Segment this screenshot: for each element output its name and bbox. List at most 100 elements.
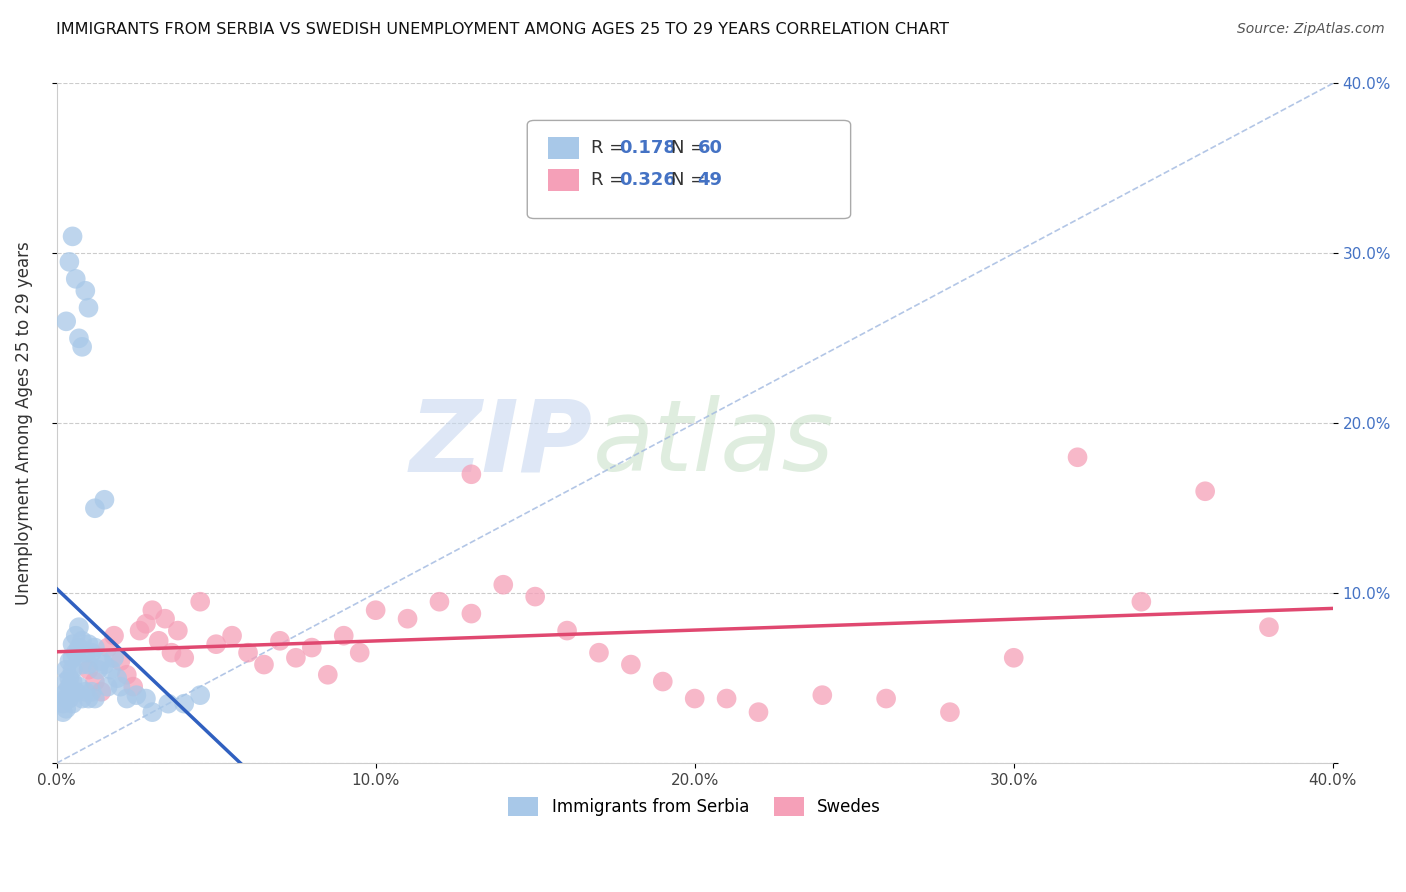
Point: [58, 255, 80, 269]
Point: [135, 616, 157, 631]
Point: [58, 654, 80, 668]
Point: [75, 284, 97, 298]
Point: [588, 646, 610, 660]
Point: [55, 702, 77, 716]
Point: [67, 620, 90, 634]
Text: atlas: atlas: [592, 395, 834, 492]
Point: [160, 646, 183, 660]
Point: [716, 691, 738, 706]
Point: [55, 674, 77, 689]
Point: [70, 633, 93, 648]
Point: [205, 637, 228, 651]
Text: Source: ZipAtlas.com: Source: ZipAtlas.com: [1237, 22, 1385, 37]
Point: [65, 685, 87, 699]
Point: [236, 646, 259, 660]
Point: [62, 229, 84, 244]
Point: [349, 646, 371, 660]
Point: [460, 467, 482, 482]
Point: [221, 629, 243, 643]
Point: [110, 654, 132, 668]
Point: [62, 650, 84, 665]
Point: [103, 650, 125, 665]
Point: [87, 663, 110, 677]
Point: [110, 680, 132, 694]
Point: [141, 705, 163, 719]
Point: [83, 501, 105, 516]
Point: [62, 663, 84, 677]
Point: [90, 685, 112, 699]
Point: [97, 680, 120, 694]
Point: [67, 640, 90, 655]
Point: [75, 646, 97, 660]
Point: [77, 637, 100, 651]
Point: [460, 607, 482, 621]
Point: [620, 657, 643, 672]
Point: [1002, 650, 1025, 665]
Point: [67, 331, 90, 345]
Point: [65, 272, 87, 286]
Text: 60: 60: [697, 139, 723, 157]
Point: [332, 629, 354, 643]
Y-axis label: Unemployment Among Ages 25 to 29 years: Unemployment Among Ages 25 to 29 years: [15, 242, 32, 605]
Point: [148, 633, 170, 648]
Point: [875, 691, 897, 706]
Point: [188, 688, 211, 702]
Text: IMMIGRANTS FROM SERBIA VS SWEDISH UNEMPLOYMENT AMONG AGES 25 TO 29 YEARS CORRELA: IMMIGRANTS FROM SERBIA VS SWEDISH UNEMPL…: [56, 22, 949, 37]
Point: [115, 691, 138, 706]
Text: 0.178: 0.178: [619, 139, 676, 157]
Point: [153, 612, 176, 626]
Text: ZIP: ZIP: [409, 395, 592, 492]
Point: [253, 657, 276, 672]
Point: [939, 705, 962, 719]
Point: [93, 492, 115, 507]
Point: [316, 667, 339, 681]
Text: N =: N =: [671, 139, 710, 157]
Point: [77, 301, 100, 315]
Point: [58, 680, 80, 694]
Point: [364, 603, 387, 617]
Point: [70, 657, 93, 672]
Point: [93, 657, 115, 672]
Point: [67, 680, 90, 694]
Point: [166, 624, 188, 638]
Point: [103, 629, 125, 643]
Point: [52, 697, 75, 711]
Point: [492, 578, 515, 592]
Point: [157, 697, 180, 711]
Point: [1066, 450, 1088, 465]
Point: [125, 688, 148, 702]
Point: [80, 646, 103, 660]
Point: [62, 697, 84, 711]
Point: [83, 691, 105, 706]
Point: [55, 663, 77, 677]
Point: [555, 624, 578, 638]
Point: [58, 691, 80, 706]
Point: [173, 650, 195, 665]
Point: [70, 340, 93, 354]
Point: [65, 629, 87, 643]
Point: [58, 671, 80, 685]
Point: [83, 674, 105, 689]
Point: [284, 650, 307, 665]
Point: [651, 674, 673, 689]
Point: [77, 691, 100, 706]
Point: [62, 637, 84, 651]
Text: N =: N =: [671, 171, 710, 189]
Point: [90, 654, 112, 668]
Point: [811, 688, 834, 702]
Point: [100, 663, 122, 677]
Point: [70, 691, 93, 706]
Point: [301, 640, 323, 655]
Point: [97, 640, 120, 655]
Point: [52, 688, 75, 702]
Point: [188, 595, 211, 609]
Point: [429, 595, 451, 609]
Point: [52, 705, 75, 719]
Point: [396, 612, 419, 626]
Point: [77, 663, 100, 677]
Point: [62, 674, 84, 689]
Point: [747, 705, 769, 719]
Point: [524, 590, 547, 604]
Text: 0.326: 0.326: [619, 171, 675, 189]
Point: [141, 603, 163, 617]
